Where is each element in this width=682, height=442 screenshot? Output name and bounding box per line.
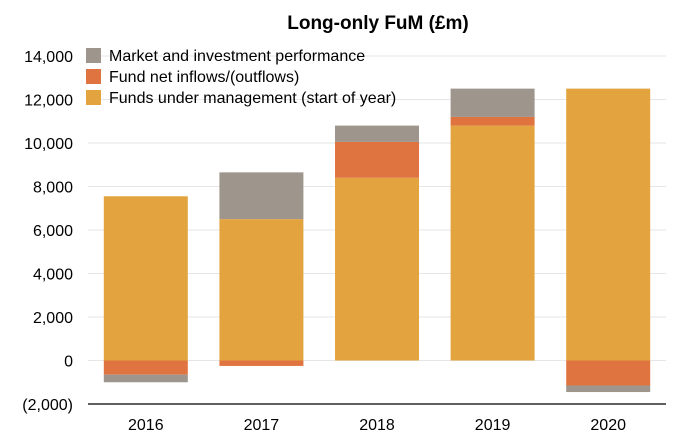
y-tick-label: 8,000 xyxy=(33,180,73,197)
y-tick-label: 14,000 xyxy=(24,49,73,66)
bar xyxy=(219,360,304,366)
bars-layer xyxy=(103,88,651,393)
x-tick-label: 2016 xyxy=(128,417,164,434)
legend-swatch xyxy=(86,69,101,84)
legend-label: Fund net inflows/(outflows) xyxy=(109,69,299,86)
legend-swatch xyxy=(86,48,101,63)
bar xyxy=(103,374,188,383)
bar xyxy=(450,88,535,117)
x-tick-label: 2019 xyxy=(475,417,511,434)
x-tick-label: 2017 xyxy=(244,417,280,434)
bar xyxy=(566,360,651,386)
legend-label: Funds under management (start of year) xyxy=(109,90,396,107)
bar xyxy=(103,196,188,361)
chart-title: Long-only FuM (£m) xyxy=(287,13,469,34)
y-tick-label: 2,000 xyxy=(33,310,73,327)
axis-layer: (2,000) 0 2,000 4,000 6,000 8,000 10,000 12,000… xyxy=(22,49,666,434)
bar xyxy=(335,141,419,178)
bar xyxy=(566,385,651,393)
bar xyxy=(566,88,651,361)
x-tick-label: 2020 xyxy=(590,417,626,434)
legend-label: Market and investment performance xyxy=(109,48,365,65)
bar xyxy=(335,125,419,142)
y-tick-label: 4,000 xyxy=(33,267,73,284)
y-tick-label: 12,000 xyxy=(24,93,73,110)
y-tick-label: 10,000 xyxy=(24,136,73,153)
bar xyxy=(335,177,419,361)
y-tick-label: 0 xyxy=(64,354,73,371)
x-tick-label: 2018 xyxy=(359,417,395,434)
bar xyxy=(219,219,304,361)
bar xyxy=(103,360,188,375)
bar xyxy=(450,116,535,126)
legend: Market and investment performance Fund ne… xyxy=(86,48,396,107)
y-tick-label: (2,000) xyxy=(22,397,73,414)
bar xyxy=(219,172,304,220)
legend-swatch xyxy=(86,90,101,105)
y-tick-label: 6,000 xyxy=(33,223,73,240)
bar xyxy=(450,125,535,361)
